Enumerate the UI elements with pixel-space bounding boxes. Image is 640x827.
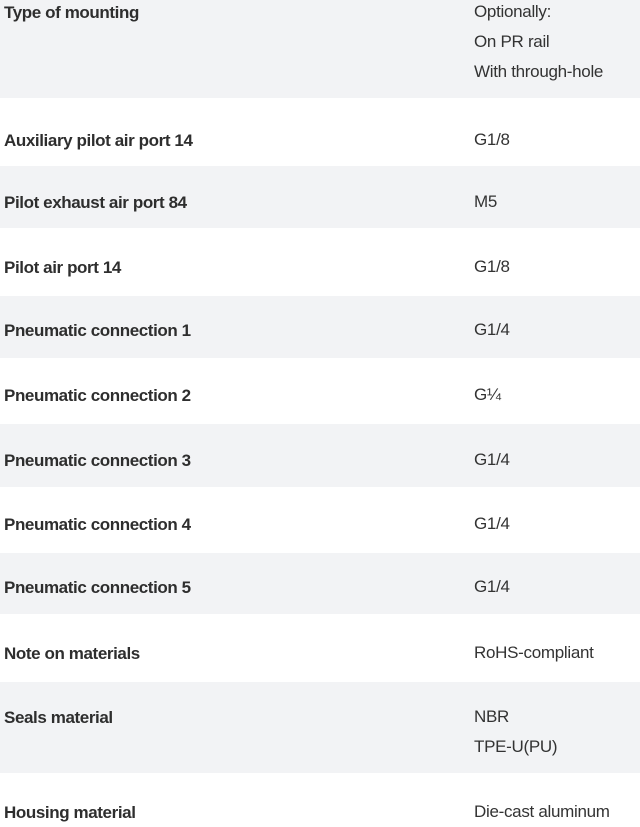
value-line: On PR rail <box>474 32 550 51</box>
value-line: Optionally: <box>474 2 552 21</box>
table-row: Pneumatic connection 2 G¼ <box>0 358 640 424</box>
table-row: Auxiliary pilot air port 14 G1/8 <box>0 98 640 166</box>
row-value: G1/4 <box>474 572 510 602</box>
value-line: G1/4 <box>474 514 510 533</box>
table-row: Housing material Die-cast aluminum <box>0 773 640 825</box>
row-label: Pilot exhaust air port 84 <box>4 193 187 212</box>
row-label: Pneumatic connection 2 <box>4 386 191 405</box>
row-value: Die-cast aluminum <box>474 797 610 827</box>
row-value: G1/4 <box>474 509 510 539</box>
row-value: G1/4 <box>474 315 510 345</box>
row-label: Pneumatic connection 3 <box>4 451 191 470</box>
row-label: Auxiliary pilot air port 14 <box>4 131 193 150</box>
table-row: Pilot exhaust air port 84 M5 <box>0 166 640 228</box>
row-value: G1/8 <box>474 252 510 282</box>
value-line: G1/4 <box>474 577 510 596</box>
row-label: Seals material <box>4 708 113 727</box>
value-line: G¼ <box>474 385 501 404</box>
table-row: Pilot air port 14 G1/8 <box>0 228 640 296</box>
row-value: Optionally: On PR rail With through-hole <box>474 0 603 87</box>
table-row: Pneumatic connection 4 G1/4 <box>0 487 640 553</box>
table-row: Type of mounting Optionally: On PR rail Wit… <box>0 0 640 98</box>
value-line: M5 <box>474 192 498 211</box>
row-label: Note on materials <box>4 644 140 663</box>
row-label: Pneumatic connection 4 <box>4 515 191 534</box>
value-line: RoHS-compliant <box>474 643 594 662</box>
row-label: Pneumatic connection 5 <box>4 578 191 597</box>
row-value: M5 <box>474 187 497 217</box>
value-line: G1/8 <box>474 257 510 276</box>
row-value: G1/8 <box>474 125 510 155</box>
row-label: Type of mounting <box>4 3 139 22</box>
row-value: NBR TPE-U(PU) <box>474 702 558 762</box>
table-row: Pneumatic connection 3 G1/4 <box>0 424 640 487</box>
row-label: Pneumatic connection 1 <box>4 321 191 340</box>
value-line: NBR <box>474 707 509 726</box>
table-row: Seals material NBR TPE-U(PU) <box>0 682 640 773</box>
value-line: With through-hole <box>474 62 604 81</box>
row-value: RoHS-compliant <box>474 638 594 668</box>
value-line: G1/8 <box>474 130 510 149</box>
value-line: Die-cast aluminum <box>474 802 610 821</box>
value-line: G1/4 <box>474 320 510 339</box>
value-line: G1/4 <box>474 450 510 469</box>
row-label: Housing material <box>4 803 136 822</box>
table-row: Pneumatic connection 5 G1/4 <box>0 553 640 614</box>
value-line: TPE-U(PU) <box>474 737 558 756</box>
table-row: Pneumatic connection 1 G1/4 <box>0 296 640 358</box>
row-value: G¼ <box>474 380 501 410</box>
row-label: Pilot air port 14 <box>4 258 121 277</box>
table-row: Note on materials RoHS-compliant <box>0 614 640 682</box>
row-value: G1/4 <box>474 445 510 475</box>
